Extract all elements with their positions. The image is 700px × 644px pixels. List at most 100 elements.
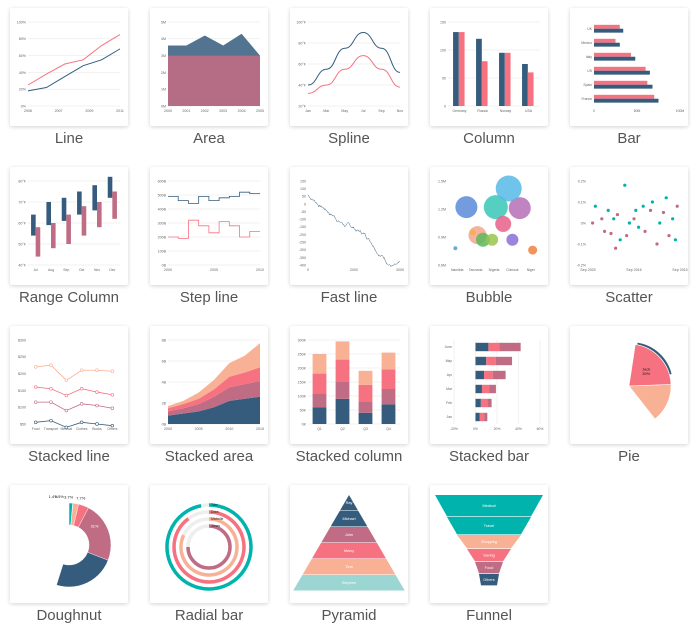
scatter-point bbox=[632, 217, 636, 221]
tick-label: 40°F bbox=[18, 263, 26, 267]
chart-tile-pyramid[interactable]: Ray Michael John Mercy Tina Stephen Pyramid bbox=[280, 477, 420, 635]
line-marker bbox=[95, 390, 99, 394]
chart-thumbnail-bar[interactable]: UK Mexico Italy US Spain France 0 50M 100M bbox=[570, 8, 688, 126]
chart-tile-stackedline[interactable]: $300$250$200$150$100$50FoodTransportMedi… bbox=[0, 318, 140, 476]
chart-tile-radialbar[interactable]: Tom Dora Michelle Jones Radial bar bbox=[140, 477, 280, 635]
chart-label-stepline[interactable]: Step line bbox=[179, 289, 239, 306]
tick-label: Oct bbox=[79, 268, 84, 272]
chart-label-stackedline[interactable]: Stacked line bbox=[28, 448, 110, 465]
series-spline bbox=[307, 31, 401, 86]
chart-thumbnail-funnel[interactable]: Medical Travel Shopping Saving Food Others bbox=[430, 485, 548, 603]
stacked-column bbox=[312, 373, 327, 394]
chart-label-funnel[interactable]: Funnel bbox=[466, 607, 512, 624]
funnel-chart: Medical Travel Shopping Saving Food Others bbox=[435, 495, 543, 586]
tick-label: 100B bbox=[158, 249, 167, 253]
range-bar bbox=[51, 223, 56, 249]
chart-label-line[interactable]: Line bbox=[54, 130, 84, 147]
chart-tile-spline[interactable]: 100°F 80°F 60°F 40°F 20°F Jan Mar May Jul Sep Nov S… bbox=[280, 0, 420, 158]
bubble bbox=[528, 245, 538, 255]
tick-label: 2006 bbox=[24, 109, 32, 113]
chart-thumbnail-doughnut[interactable]: 55%31%7.7%3.7%1.5%1.4% bbox=[10, 485, 128, 603]
scatter-point bbox=[602, 229, 607, 233]
chart-label-bar[interactable]: Bar bbox=[617, 130, 641, 147]
column-bar bbox=[481, 61, 488, 106]
chart-thumbnail-radialbar[interactable]: Tom Dora Michelle Jones bbox=[150, 485, 268, 603]
chart-thumbnail-line[interactable]: 100% 80% 60% 40% 20% 0% 2006 2007 2009 2011 bbox=[10, 8, 128, 126]
bubble bbox=[486, 233, 499, 246]
chart-tile-line[interactable]: 100% 80% 60% 40% 20% 0% 2006 2007 2009 2011 Line bbox=[0, 0, 140, 158]
chart-tile-area[interactable]: 5M 4M 3M 2M 1M 0M 2000 2001 2002 2003 2004 2005 Area bbox=[140, 0, 280, 158]
chart-tile-stackedcolumn[interactable]: 300K 250K 200K 150K 100K 50K 0K Q1 Q2 Q3 Q4 Stacked… bbox=[280, 318, 420, 476]
tick-label: 2B bbox=[162, 401, 167, 405]
chart-tile-stackedarea[interactable]: 8B 6B 4B 2B 0B 2000 2005 2010 2015 Stacked area bbox=[140, 318, 280, 476]
scatter-point bbox=[623, 183, 627, 187]
line-marker bbox=[64, 425, 69, 430]
scatter-point bbox=[609, 231, 613, 236]
scatter-point bbox=[664, 196, 668, 200]
pie-slice bbox=[628, 344, 672, 387]
chart-label-bubble[interactable]: Bubble bbox=[465, 289, 513, 306]
chart-thumbnail-stackedarea[interactable]: 8B 6B 4B 2B 0B 2000 2005 2010 2015 bbox=[150, 326, 268, 444]
chart-label-area[interactable]: Area bbox=[193, 130, 225, 147]
chart-thumbnail-stackedcolumn[interactable]: 300K 250K 200K 150K 100K 50K 0K Q1 Q2 Q3 Q4 bbox=[290, 326, 408, 444]
tick-label: 300B bbox=[158, 221, 167, 225]
tick-label: 2015 bbox=[256, 427, 264, 431]
tick-label: -50 bbox=[301, 210, 306, 214]
chart-tile-stepline[interactable]: 600B 500B 400B 300B 200B 100B 0B 2000 2005 2010 St… bbox=[140, 159, 280, 317]
chart-label-scatter[interactable]: Scatter bbox=[605, 289, 653, 306]
series-line bbox=[35, 386, 113, 396]
tick-label: 500B bbox=[158, 193, 167, 197]
chart-label-stackedarea[interactable]: Stacked area bbox=[164, 448, 254, 465]
tick-label: 100% bbox=[17, 20, 27, 24]
tick-label: 0K bbox=[302, 422, 307, 426]
chart-label-pie[interactable]: Pie bbox=[618, 448, 640, 465]
chart-thumbnail-fastline[interactable]: 150 100 50 0 -50 -100 -150 -200 -250 -300 -350 -400… bbox=[290, 167, 408, 285]
chart-tile-bar[interactable]: UK Mexico Italy US Spain France 0 50M 100M Bar bbox=[560, 0, 700, 158]
chart-thumbnail-bubble[interactable]: 1.5M 1.2M 0.9M 0.6M Namibia Tanzania Nigeria Ch… bbox=[430, 167, 548, 285]
chart-thumbnail-area[interactable]: 5M 4M 3M 2M 1M 0M 2000 2001 2002 2003 2004 2005 bbox=[150, 8, 268, 126]
tick-label: Q2 bbox=[340, 427, 345, 431]
tick-label: 0 bbox=[304, 202, 306, 206]
chart-label-stackedbar[interactable]: Stacked bar bbox=[448, 448, 530, 465]
tick-label: 2M bbox=[161, 71, 166, 75]
bar bbox=[594, 66, 646, 71]
chart-tile-funnel[interactable]: Medical Travel Shopping Saving Food Others Fun… bbox=[420, 477, 560, 635]
chart-label-doughnut[interactable]: Doughnut bbox=[36, 607, 102, 624]
chart-label-stackedcolumn[interactable]: Stacked column bbox=[295, 448, 403, 465]
chart-thumbnail-stepline[interactable]: 600B 500B 400B 300B 200B 100B 0B 2000 2005 2010 bbox=[150, 167, 268, 285]
chart-label-rangecolumn[interactable]: Range Column bbox=[18, 289, 120, 306]
chart-thumbnail-stackedbar[interactable]: June May Apr Mar Feb Jan -20% 0% 20% 40% 60% bbox=[430, 326, 548, 444]
chart-tile-bubble[interactable]: 1.5M 1.2M 0.9M 0.6M Namibia Tanzania Nigeria Ch… bbox=[420, 159, 560, 317]
chart-thumbnail-column[interactable]: 150 100 50 0 Germany Russia Norway USA bbox=[430, 8, 548, 126]
chart-tile-stackedbar[interactable]: June May Apr Mar Feb Jan -20% 0% 20% 40% 60% Stacke… bbox=[420, 318, 560, 476]
chart-label-spline[interactable]: Spline bbox=[328, 130, 370, 147]
chart-label-pyramid[interactable]: Pyramid bbox=[321, 607, 377, 624]
chart-thumbnail-stackedline[interactable]: $300$250$200$150$100$50FoodTransportMedi… bbox=[10, 326, 128, 444]
tick-label: USA bbox=[525, 109, 533, 113]
chart-label-radialbar[interactable]: Radial bar bbox=[174, 607, 244, 624]
radial-label: Tom bbox=[211, 503, 218, 507]
chart-thumbnail-scatter[interactable]: 0.2% 0.1% 0% -0.1% -0.2% Sep 2025 Sep 2016 Sep … bbox=[570, 167, 688, 285]
tick-label: 6B bbox=[162, 359, 167, 363]
chart-tile-column[interactable]: 150 100 50 0 Germany Russia Norway USA Column bbox=[420, 0, 560, 158]
column-bar bbox=[453, 32, 459, 106]
chart-thumbnail-pyramid[interactable]: Ray Michael John Mercy Tina Stephen bbox=[290, 485, 408, 603]
tick-label: 0% bbox=[21, 104, 27, 108]
level-label: Travel bbox=[484, 524, 495, 528]
pyramid-chart: Ray Michael John Mercy Tina Stephen bbox=[293, 495, 405, 591]
chart-label-column[interactable]: Column bbox=[463, 130, 515, 147]
chart-tile-fastline[interactable]: 150 100 50 0 -50 -100 -150 -200 -250 -300 -350 -400… bbox=[280, 159, 420, 317]
chart-thumbnail-spline[interactable]: 100°F 80°F 60°F 40°F 20°F Jan Mar May Jul Sep Nov bbox=[290, 8, 408, 126]
chart-label-fastline[interactable]: Fast line bbox=[320, 289, 378, 306]
chart-tile-doughnut[interactable]: 55%31%7.7%3.7%1.5%1.4% Doughnut bbox=[0, 477, 140, 635]
stacked-column bbox=[358, 401, 373, 413]
bubble bbox=[508, 197, 531, 220]
tick-label: Jan bbox=[305, 109, 311, 113]
chart-thumbnail-rangecolumn[interactable]: 80°F 70°F 60°F 50°F 40°F Jul Aug Sep Oct Nov Dec bbox=[10, 167, 128, 285]
chart-tile-scatter[interactable]: 0.2% 0.1% 0% -0.1% -0.2% Sep 2025 Sep 2016 Sep … bbox=[560, 159, 700, 317]
bar bbox=[594, 56, 636, 61]
chart-tile-rangecolumn[interactable]: 80°F 70°F 60°F 50°F 40°F Jul Aug Sep Oct Nov Dec Ra… bbox=[0, 159, 140, 317]
column-chart: 150 100 50 0 Germany Russia Norway USA bbox=[440, 20, 540, 113]
